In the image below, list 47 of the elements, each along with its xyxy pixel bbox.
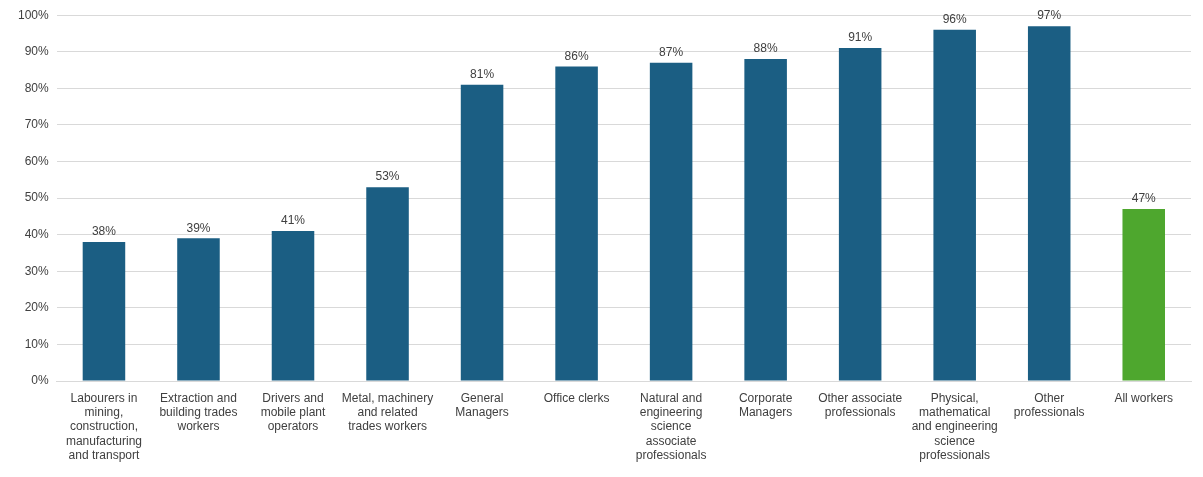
bar: [744, 59, 787, 381]
y-tick-label: 60%: [24, 153, 50, 168]
bar: [82, 242, 126, 381]
x-tick-label: Labourers in mining, construction, manufacturing and transport: [65, 390, 142, 463]
y-tick-label: 80%: [24, 80, 50, 95]
y-tick-label: 20%: [24, 300, 50, 315]
data-label: 91%: [848, 30, 873, 45]
data-label: 38%: [91, 224, 117, 239]
data-label: 88%: [753, 41, 778, 56]
data-label: 39%: [186, 220, 211, 235]
x-tick-label: Metal, machinery and related trades workers: [341, 390, 434, 434]
data-label: 96%: [942, 12, 968, 27]
data-label: 86%: [564, 48, 589, 63]
y-tick-label: 30%: [24, 263, 50, 278]
bar: [177, 238, 220, 381]
x-tick-label: Other professionals: [1013, 390, 1085, 419]
data-label: 81%: [470, 67, 495, 82]
y-tick-label: 50%: [24, 190, 50, 205]
x-tick-label: All workers: [1114, 390, 1174, 405]
bar: [555, 66, 598, 381]
bar: [1027, 26, 1071, 381]
data-label: 41%: [280, 213, 306, 228]
x-tick-label: Drivers and mobile plant operators: [260, 390, 327, 434]
y-tick-label: 10%: [24, 336, 50, 351]
bar: [460, 84, 504, 381]
y-tick-label: 0%: [31, 373, 50, 388]
data-label: 87%: [659, 45, 684, 60]
y-tick-label: 70%: [24, 117, 50, 132]
y-tick-label: 100%: [17, 7, 50, 22]
bar: [933, 29, 976, 381]
bar: [1122, 209, 1166, 381]
bar: [649, 62, 693, 381]
data-label: 53%: [375, 169, 400, 184]
x-tick-label: Corporate Managers: [738, 390, 793, 419]
x-tick-label: Other associate professionals: [818, 390, 903, 419]
bar: [271, 231, 315, 381]
bar: [366, 187, 409, 381]
bar: [838, 48, 882, 381]
y-tick-label: 40%: [24, 226, 50, 241]
x-tick-label: Office clerks: [543, 390, 610, 405]
data-label: 47%: [1131, 191, 1157, 206]
x-tick-label: Physical, mathematical and engineering science professionals: [911, 390, 998, 463]
y-tick-label: 90%: [24, 44, 50, 59]
x-tick-label: Extraction and building trades workers: [159, 390, 238, 434]
x-tick-label: General Managers: [455, 390, 509, 419]
x-tick-label: Natural and engineering science associate professionals: [635, 390, 707, 463]
data-label: 97%: [1037, 8, 1062, 23]
